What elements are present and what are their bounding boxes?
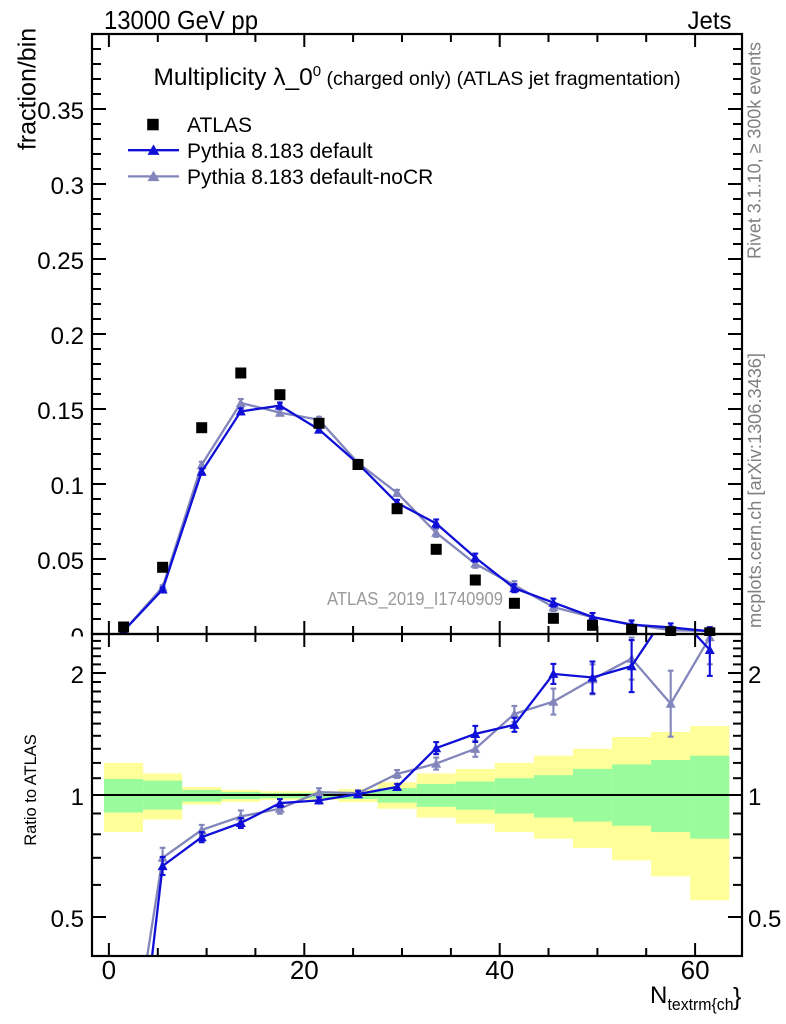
svg-text:0.2: 0.2 [51,323,84,350]
svg-text:Pythia 8.183 default-noCR: Pythia 8.183 default-noCR [187,166,433,189]
svg-text:ATLAS_2019_I1740909: ATLAS_2019_I1740909 [327,589,503,610]
svg-text:mcplots.cern.ch [arXiv:1306.34: mcplots.cern.ch [arXiv:1306.3436] [745,353,765,628]
svg-text:13000 GeV pp: 13000 GeV pp [104,5,258,35]
svg-text:0.5: 0.5 [748,906,781,933]
svg-text:0: 0 [102,955,116,985]
svg-text:}: } [733,983,741,1011]
svg-text:1: 1 [748,784,761,811]
svg-text:Pythia 8.183 default: Pythia 8.183 default [187,140,373,163]
svg-text:0.3: 0.3 [51,173,84,200]
svg-text:textrm{ch: textrm{ch [668,995,734,1014]
svg-text:2: 2 [748,662,761,689]
svg-text:0.15: 0.15 [37,398,84,425]
svg-text:20: 20 [290,955,319,985]
svg-text:0.05: 0.05 [37,548,84,575]
svg-text:N: N [650,982,667,1009]
svg-text:Rivet 3.1.10, ≥ 300k events: Rivet 3.1.10, ≥ 300k events [745,42,765,259]
svg-text:Ratio to ATLAS: Ratio to ATLAS [22,734,40,846]
svg-text:0.35: 0.35 [37,98,84,125]
svg-text:Jets: Jets [688,7,732,35]
svg-text:60: 60 [681,955,710,985]
svg-text:1: 1 [71,784,84,811]
svg-text:Multiplicity λ_00 (charged onl: Multiplicity λ_00 (charged only) (ATLAS … [153,63,680,91]
svg-text:0.5: 0.5 [51,906,84,933]
svg-text:fraction/bin: fraction/bin [14,28,42,150]
svg-text:2: 2 [71,662,84,689]
svg-text:ATLAS: ATLAS [187,114,252,137]
svg-text:40: 40 [485,955,514,985]
svg-text:0.25: 0.25 [37,248,84,275]
svg-text:0: 0 [71,624,84,651]
svg-text:0.1: 0.1 [51,473,84,500]
